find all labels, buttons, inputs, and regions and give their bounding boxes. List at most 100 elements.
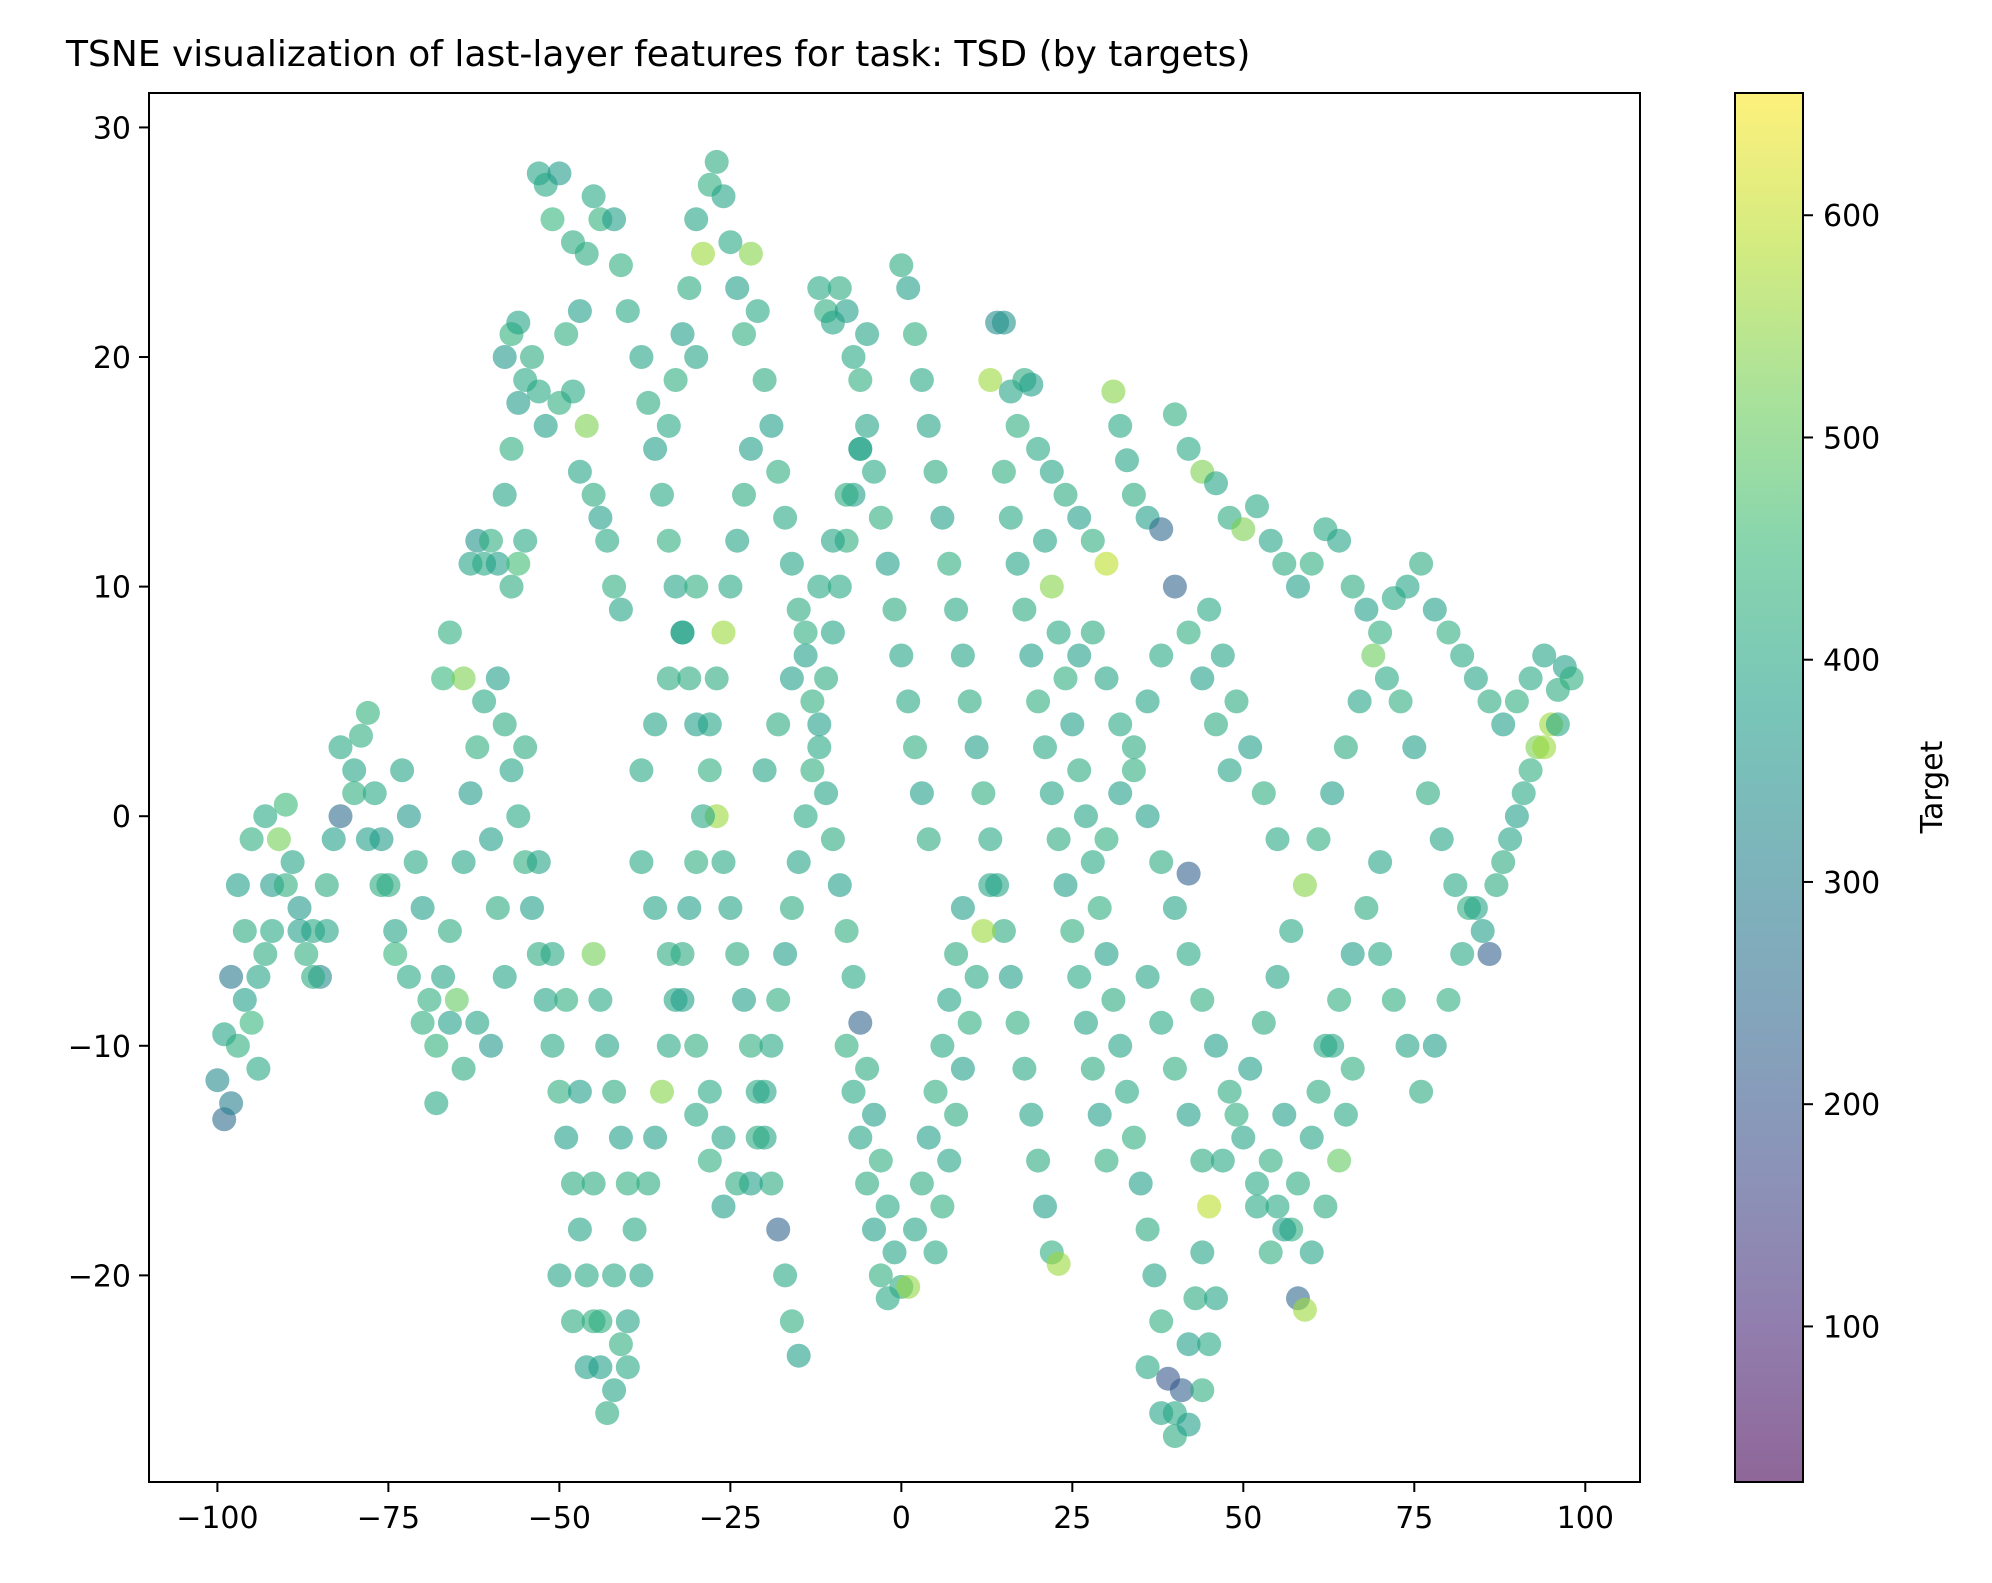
scatter-point [834,299,859,324]
scatter-point [1046,620,1071,645]
scatter-point [964,735,989,760]
scatter-point [355,827,380,852]
scatter-point [1224,689,1249,714]
scatter-point [615,1309,640,1334]
scatter-point [909,1171,934,1196]
plot-frame [148,92,1641,1483]
scatter-point [615,1171,640,1196]
scatter-point [732,987,756,1012]
scatter-point [868,1148,893,1173]
scatter-point [1381,987,1406,1012]
scatter-point [875,551,900,576]
scatter-point [554,987,579,1012]
y-tick-label: 10 [93,571,131,606]
scatter-point [1115,1079,1139,1104]
scatter-point [458,781,483,806]
scatter-point [437,1010,462,1035]
scatter-point [451,666,476,691]
scatter-point [1162,1056,1187,1081]
scatter-point [499,436,524,461]
scatter-point [807,712,832,737]
scatter-point [1053,482,1078,507]
scatter-point [554,1125,579,1150]
scatter-point [1019,643,1044,668]
scatter-point [991,459,1016,484]
scatter-point [595,1033,620,1058]
scatter-point [718,574,743,599]
scatter-point [1327,1148,1352,1173]
scatter-point [971,919,996,943]
y-tick-label: 20 [93,341,131,376]
scatter-point [1245,494,1269,519]
scatter-point [1340,574,1365,599]
scatter-point [827,574,852,599]
x-tick-label: −100 [176,1501,258,1536]
scatter-point [1368,942,1393,966]
scatter-point [752,1079,777,1104]
scatter-point [253,804,278,829]
scatter-point [1108,413,1133,438]
scatter-point [998,964,1023,989]
scatter-point [1450,942,1475,966]
scatter-point [923,1240,948,1265]
scatter-point [1272,1102,1297,1127]
scatter-point [287,919,312,943]
scatter-point [1046,827,1071,852]
scatter-point [903,735,927,760]
scatter-point [991,919,1016,943]
scatter-point [896,1274,921,1299]
scatter-point [1005,1010,1030,1035]
scatter-point [567,299,592,324]
scatter-point [759,413,784,438]
scatter-point [868,1263,893,1288]
scatter-point [239,1010,264,1035]
scatter-point [1162,402,1187,427]
scatter-point [1080,620,1105,645]
scatter-point [280,850,305,875]
scatter-point [492,712,517,737]
scatter-point [574,1263,599,1288]
scatter-point [1272,551,1297,576]
scatter-point [643,436,668,461]
scatter-point [1436,987,1461,1012]
scatter-point [650,482,674,507]
scatter-point [1080,850,1105,875]
scatter-point [697,1079,722,1104]
scatter-point [1354,597,1379,622]
scatter-point [246,964,271,989]
scatter-point [328,735,353,760]
scatter-point [431,666,456,691]
scatter-point [684,1102,709,1127]
scatter-point [950,643,975,668]
scatter-point [1074,1010,1098,1035]
scatter-point [1504,804,1529,829]
scatter-point [882,597,907,622]
x-tick-label: 75 [1395,1501,1433,1536]
scatter-point [232,919,257,943]
scatter-point [1484,873,1509,898]
scatter-point [937,987,962,1012]
scatter-point [1019,1102,1044,1127]
scatter-point [1190,1240,1215,1265]
scatter-point [526,379,551,404]
scatter-point [465,735,490,760]
scatter-point [1204,471,1228,496]
scatter-point [547,1079,572,1104]
scatter-point [848,1125,873,1150]
scatter-point [909,781,934,806]
scatter-point [1258,528,1283,553]
scatter-point [520,345,544,369]
scatter-point [472,689,497,714]
scatter-point [205,1068,230,1093]
scatter-point [1545,712,1570,737]
scatter-point [1060,712,1085,737]
scatter-point [390,758,415,783]
scatter-point [1238,735,1263,760]
scatter-point [1026,689,1051,714]
scatter-point [349,723,373,748]
scatter-point [882,1240,907,1265]
scatter-point [875,1286,900,1311]
scatter-point [725,276,750,301]
scatter-point [1197,1332,1222,1357]
scatter-point [1204,1033,1228,1058]
